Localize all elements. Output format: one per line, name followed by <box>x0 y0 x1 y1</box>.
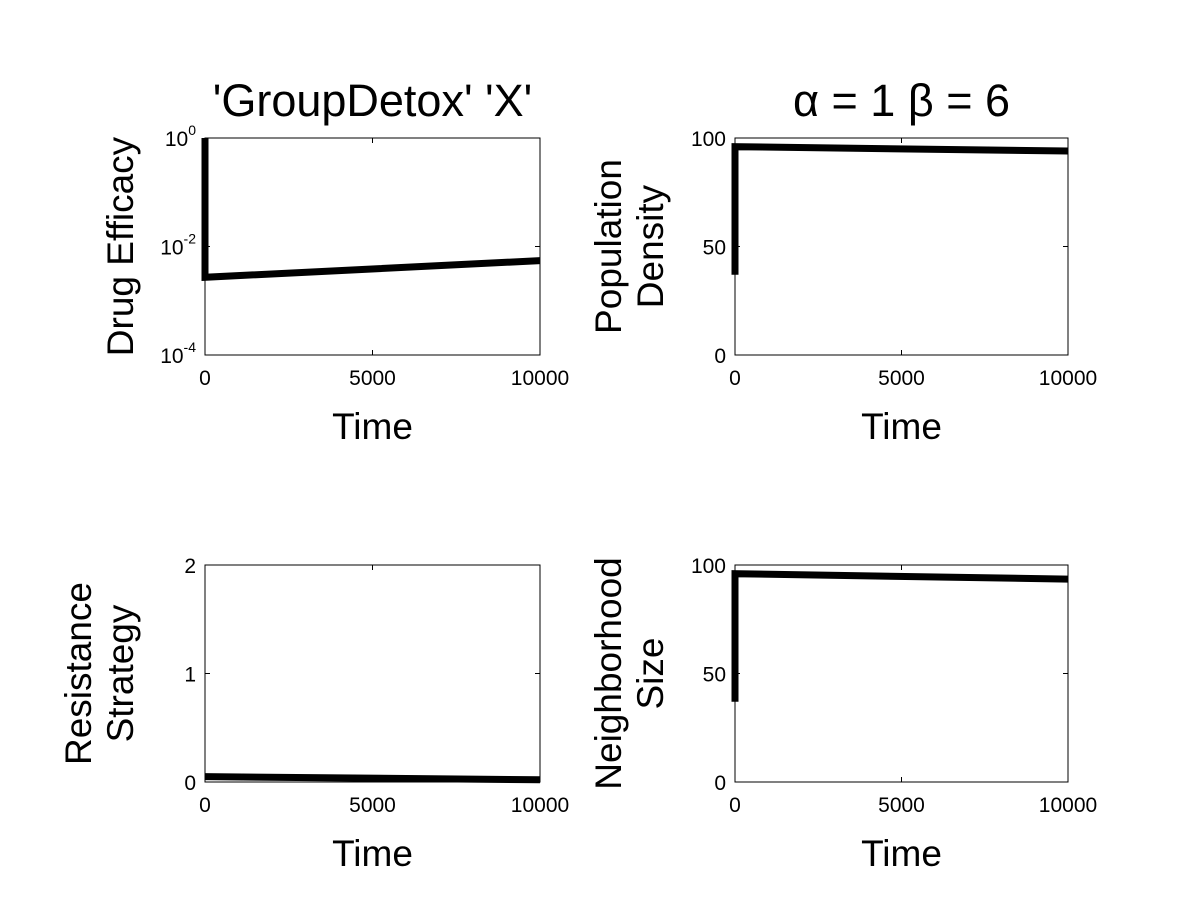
chart-1-ytick-label: 10-2 <box>160 231 196 260</box>
chart-2-ytick-label: 50 <box>703 237 726 260</box>
chart-1-title: 'GroupDetox' 'X' <box>213 75 533 126</box>
chart-2-title: α = 1 β = 6 <box>793 75 1010 126</box>
chart-4-series-line <box>731 570 1069 702</box>
chart-1-xtick-label: 0 <box>199 367 211 390</box>
chart-4-ylabel: Size <box>630 638 671 710</box>
chart-3-series-line <box>204 773 541 784</box>
chart-1-xtick-label: 5000 <box>349 367 396 390</box>
chart-4-ylabel: Neighborhood <box>588 557 629 789</box>
chart-4-axes-frame <box>734 564 1069 783</box>
chart-1-panel: 0 5000 10000 10-4 10-2 100 Time Drug Efficacy 'G… <box>100 75 569 447</box>
chart-4-panel: 0 5000 10000 0 50 100 Time Neighborhood Size <box>588 555 1097 874</box>
chart-2-xtick-label: 5000 <box>878 367 925 390</box>
chart-2-panel: 0 5000 10000 0 50 100 Time Population Density α =… <box>588 75 1097 447</box>
chart-1-ytick-label: 100 <box>165 122 196 151</box>
chart-3-xtick-label: 10000 <box>511 794 569 817</box>
chart-3-panel: 0 5000 10000 0 1 2 Time Resistance Strategy <box>58 555 569 874</box>
chart-1-ytick-label: 10-4 <box>160 339 196 368</box>
chart-4-xtick-label: 5000 <box>878 794 925 817</box>
chart-1-series-line <box>201 138 541 281</box>
chart-3-xlabel: Time <box>332 833 413 874</box>
chart-2-ylabel: Density <box>630 184 671 308</box>
chart-4-xtick-label: 10000 <box>1039 794 1097 817</box>
chart-4-xtick-label: 0 <box>729 794 741 817</box>
chart-3-xtick-label: 0 <box>199 794 211 817</box>
chart-3-ytick-label: 2 <box>184 555 196 578</box>
chart-2-ytick-label: 0 <box>714 345 726 368</box>
chart-4-ytick-label: 100 <box>691 555 726 578</box>
chart-2-xtick-label: 10000 <box>1039 367 1097 390</box>
chart-2-xtick-label: 0 <box>729 367 741 390</box>
chart-1-xlabel: Time <box>332 406 413 447</box>
chart-4-xlabel: Time <box>861 833 942 874</box>
chart-2-series-line <box>731 143 1069 275</box>
chart-1-axes-frame <box>204 137 541 356</box>
chart-3-xtick-label: 5000 <box>349 794 396 817</box>
chart-4-ytick-label: 0 <box>714 772 726 795</box>
chart-4-ytick-label: 50 <box>703 664 726 687</box>
chart-3-ytick-label: 0 <box>184 772 196 795</box>
chart-2-ylabel: Population <box>588 159 629 334</box>
chart-1-ylabel: Drug Efficacy <box>100 136 141 356</box>
chart-1-xtick-label: 10000 <box>511 367 569 390</box>
chart-2-ytick-label: 100 <box>691 128 726 151</box>
chart-3-axes-frame <box>204 564 541 783</box>
chart-3-ylabel: Strategy <box>100 604 141 742</box>
chart-3-ylabel: Resistance <box>58 582 99 765</box>
chart-2-axes-frame <box>734 137 1069 356</box>
chart-3-ytick-label: 1 <box>184 664 196 687</box>
chart-2-xlabel: Time <box>861 406 942 447</box>
